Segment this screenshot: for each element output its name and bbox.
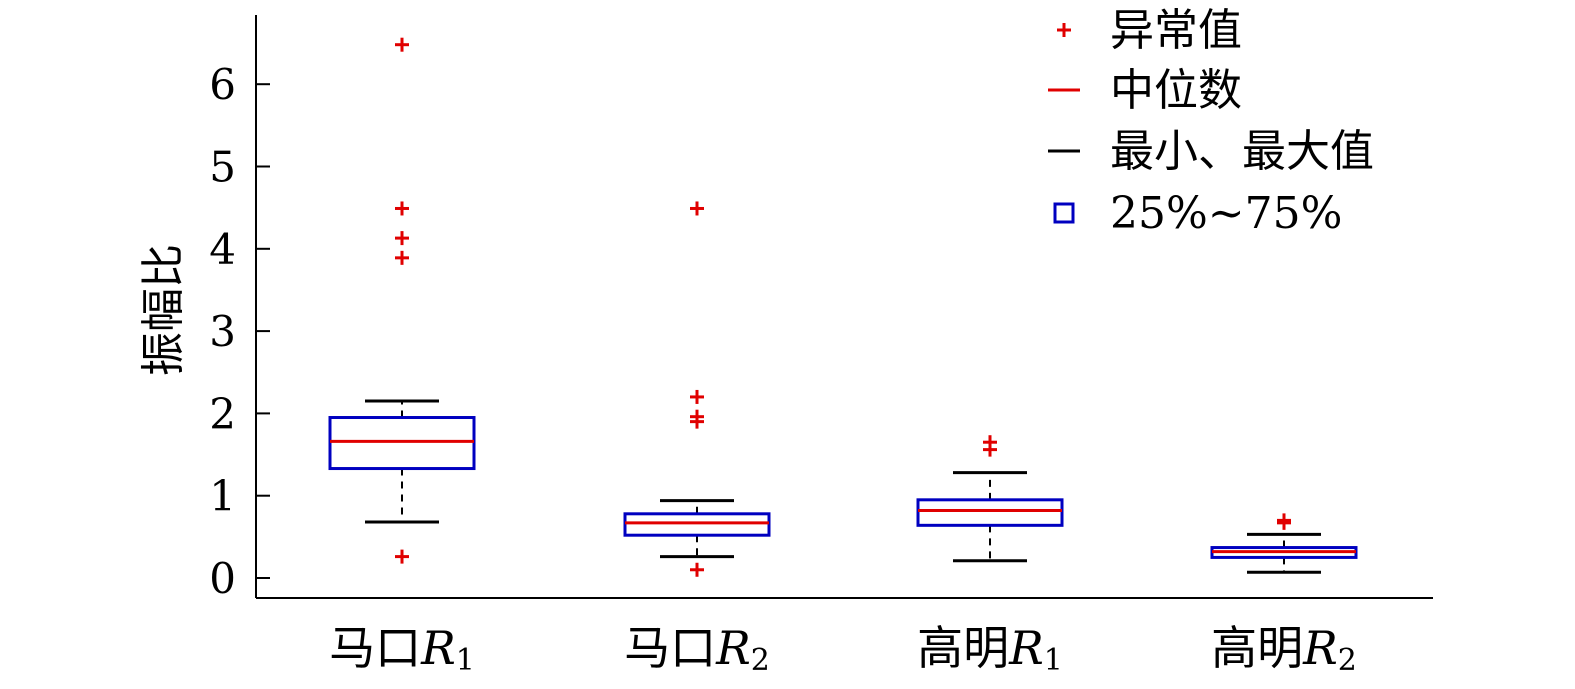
outlier-marker <box>395 37 409 52</box>
outlier-marker <box>690 414 704 429</box>
category-subscript: 2 <box>751 643 770 678</box>
outlier-marker <box>690 201 704 216</box>
y-tick-label: 4 <box>209 225 236 274</box>
box-group <box>1210 513 1358 574</box>
outlier-marker <box>983 442 997 457</box>
outlier-marker <box>690 562 704 577</box>
category-subscript: 2 <box>1338 643 1357 678</box>
legend-item: 中位数 <box>1048 65 1242 116</box>
category-name: 马口 <box>329 621 421 675</box>
legend-item: 最小、最大值 <box>1048 126 1374 177</box>
boxes <box>328 37 1358 577</box>
category-name: 高明 <box>1211 621 1303 675</box>
legend-item: 异常值 <box>1057 5 1242 56</box>
outlier-marker <box>395 201 409 216</box>
category-symbol: R <box>1008 621 1044 675</box>
box-group <box>916 435 1064 563</box>
category-symbol: R <box>420 621 456 675</box>
x-tick-label: 高明R2 <box>1211 621 1357 678</box>
category-symbol: R <box>1302 621 1338 675</box>
x-tick-label: 马口R1 <box>329 621 475 678</box>
y-tick-label: 1 <box>209 472 236 521</box>
legend-marker-box <box>1053 202 1075 224</box>
outlier-marker <box>395 250 409 265</box>
y-tick-label: 3 <box>209 307 236 356</box>
y-tick-label: 0 <box>209 554 236 603</box>
outlier-marker <box>1277 515 1291 530</box>
y-axis-label: 振幅比 <box>138 244 189 376</box>
legend-label: 最小、最大值 <box>1110 126 1374 177</box>
legend-label: 异常值 <box>1110 5 1242 56</box>
y-tick-label: 6 <box>209 60 236 109</box>
legend-label: 25%~75% <box>1110 188 1342 239</box>
category-name: 高明 <box>917 621 1009 675</box>
category-name: 马口 <box>624 621 716 675</box>
box-group <box>623 201 771 577</box>
box-group <box>328 37 476 564</box>
y-tick-label: 2 <box>209 389 236 438</box>
outlier-marker <box>690 389 704 404</box>
legend-marker-outlier <box>1057 23 1071 37</box>
category-subscript: 1 <box>456 643 475 678</box>
iqr-box <box>916 498 1064 527</box>
outlier-marker <box>395 231 409 246</box>
outlier-marker <box>395 549 409 564</box>
x-tick-label: 高明R1 <box>917 621 1063 678</box>
category-symbol: R <box>715 621 751 675</box>
category-subscript: 1 <box>1044 643 1063 678</box>
iqr-box <box>623 512 771 537</box>
y-ticks: 0 1 2 3 4 5 6 <box>209 60 270 603</box>
iqr-box <box>328 416 476 471</box>
legend-item: 25%~75% <box>1053 188 1342 239</box>
y-tick-label: 5 <box>209 143 236 192</box>
legend-label: 中位数 <box>1110 65 1242 116</box>
x-tick-labels: 马口R1 马口R2 高明R1 高明R2 <box>329 621 1357 678</box>
x-tick-label: 马口R2 <box>624 621 770 678</box>
